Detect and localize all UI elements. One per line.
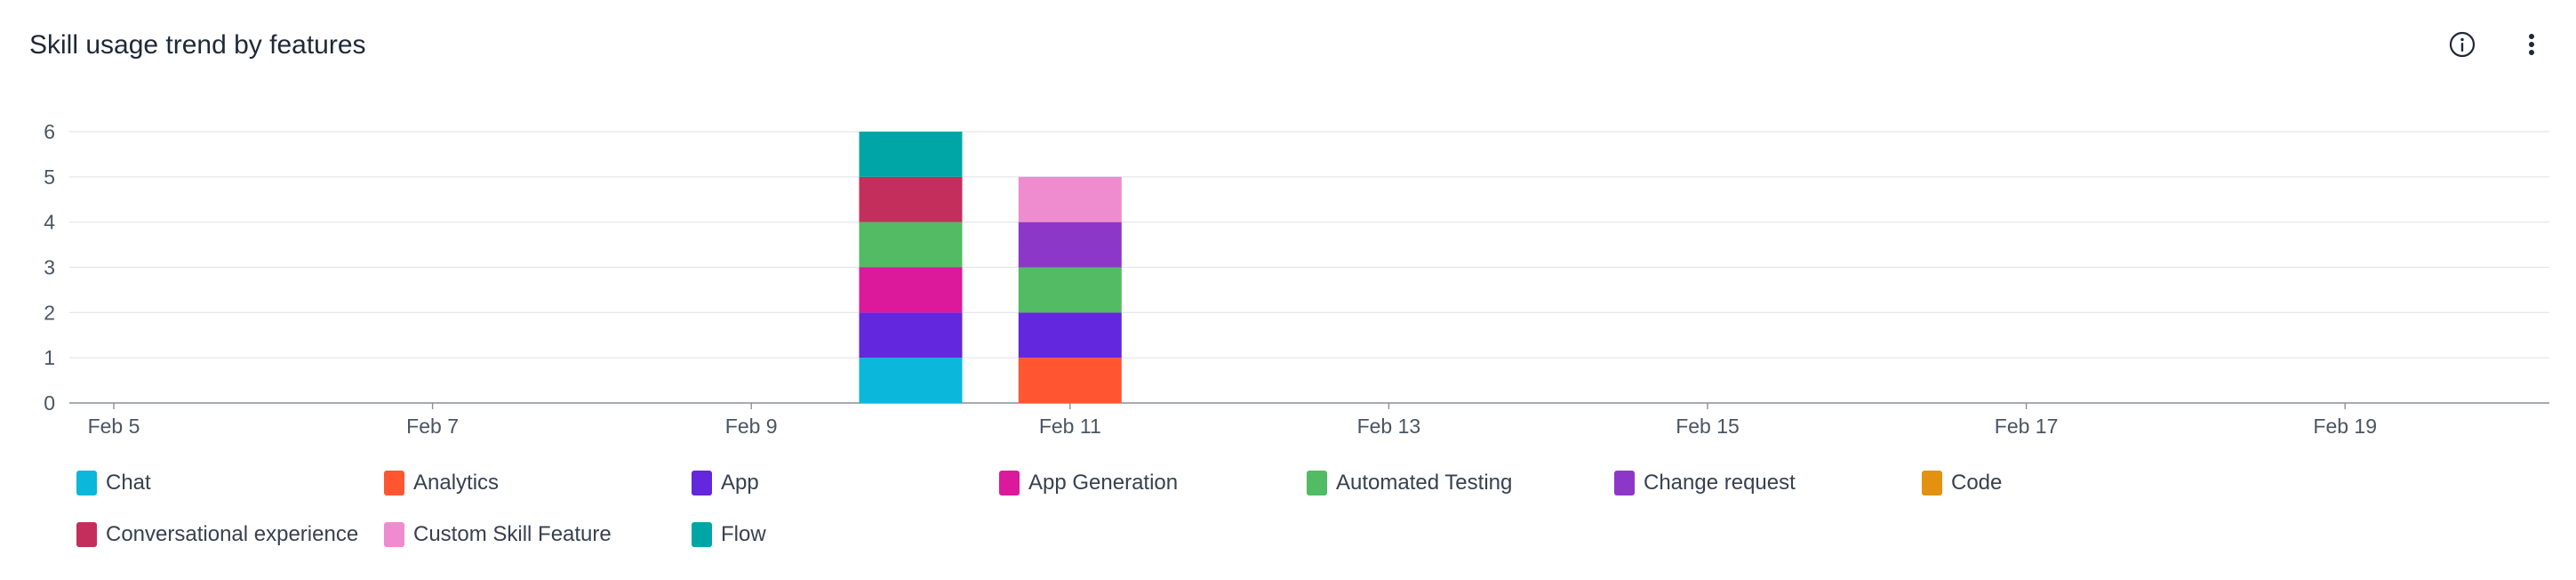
x-tick-label: Feb 19 <box>2313 415 2377 438</box>
legend-label: Change request <box>1644 471 1796 495</box>
y-tick-label: 0 <box>44 391 55 415</box>
bar-segment <box>859 312 963 358</box>
legend-item[interactable]: Chat <box>76 470 384 496</box>
x-tick-label: Feb 9 <box>725 415 778 438</box>
y-tick-label: 2 <box>44 301 55 324</box>
legend-swatch <box>76 522 97 547</box>
legend-item[interactable]: Automated Testing <box>1307 470 1614 496</box>
legend-label: Code <box>1951 471 2003 495</box>
x-tick-label: Feb 13 <box>1357 415 1421 438</box>
legend-swatch <box>692 522 712 547</box>
legend-swatch <box>384 471 404 495</box>
legend-label: Flow <box>721 522 766 546</box>
y-tick-label: 3 <box>44 256 55 279</box>
info-icon[interactable] <box>2444 27 2480 62</box>
legend-swatch <box>76 471 97 495</box>
legend-label: Analytics <box>413 471 500 495</box>
legend-item[interactable]: Change request <box>1614 470 1922 496</box>
x-tick-label: Feb 17 <box>1995 415 2059 438</box>
legend-item[interactable]: Custom Skill Feature <box>384 521 692 548</box>
x-tick-label: Feb 7 <box>406 415 459 438</box>
stacked-bar-chart: 0 1 2 3 4 5 6 Feb 5 Feb 7 Feb 9 Feb 11 Feb 13 Feb 15… <box>44 120 2549 438</box>
bar-segment <box>859 222 963 268</box>
bar-segment <box>1018 222 1122 268</box>
more-vertical-icon[interactable] <box>2514 27 2549 62</box>
legend-swatch <box>1922 471 1942 495</box>
bar-segment <box>1018 176 1122 222</box>
legend-label: App Generation <box>1028 471 1179 495</box>
bar-segment <box>859 267 963 313</box>
chart-legend: Chat Analytics App App Generation Automated … <box>76 470 2530 548</box>
x-tick-label: Feb 15 <box>1676 415 1740 438</box>
legend-swatch <box>384 522 404 547</box>
chart-title: Skill usage trend by features <box>29 30 366 60</box>
card-actions <box>2444 27 2549 62</box>
x-tick-label: Feb 11 <box>1039 415 1101 438</box>
bar-segment <box>859 176 963 222</box>
legend-label: Chat <box>106 471 151 495</box>
y-tick-label: 6 <box>44 120 55 143</box>
legend-item[interactable]: Flow <box>692 521 999 548</box>
legend-label: Custom Skill Feature <box>413 522 612 546</box>
legend-swatch <box>999 471 1020 495</box>
legend-item[interactable]: App Generation <box>999 470 1307 496</box>
bar-segment <box>1018 312 1122 358</box>
legend-swatch <box>1614 471 1635 495</box>
legend-swatch <box>692 471 712 495</box>
bar-segment <box>859 132 963 177</box>
legend-swatch <box>1307 471 1327 495</box>
bar-segment <box>1018 267 1122 313</box>
y-tick-label: 1 <box>44 346 55 369</box>
legend-item[interactable]: Conversational experience <box>76 521 384 548</box>
bar-segment <box>859 358 963 403</box>
y-tick-label: 4 <box>44 211 55 234</box>
legend-label: Automated Testing <box>1336 471 1513 495</box>
legend-item[interactable]: Analytics <box>384 470 692 496</box>
legend-item[interactable]: App <box>692 470 999 496</box>
legend-label: Conversational experience <box>106 522 359 546</box>
legend-label: App <box>721 471 759 495</box>
bar-segment <box>1018 358 1122 403</box>
x-tick-label: Feb 5 <box>88 415 140 438</box>
legend-item[interactable]: Code <box>1922 470 2229 496</box>
y-tick-label: 5 <box>44 165 55 189</box>
